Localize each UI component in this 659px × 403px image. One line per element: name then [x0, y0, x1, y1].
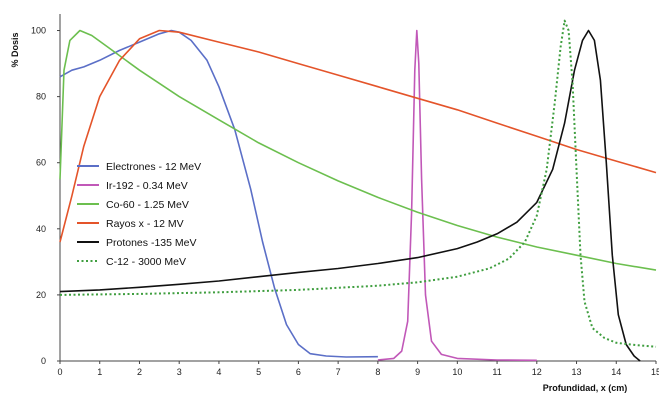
legend-item-label: Protones -135 MeV [106, 237, 196, 249]
y-tick-label: 80 [36, 92, 46, 102]
legend-item-label: Electrones - 12 MeV [106, 161, 201, 173]
legend-item-label: Ir-192 - 0.34 MeV [106, 180, 188, 192]
series-line-1 [377, 29, 537, 362]
y-tick-label: 60 [36, 158, 46, 168]
y-axis-label: % Dosis [10, 32, 20, 67]
x-tick-label: 13 [572, 367, 582, 377]
x-tick-label: 4 [216, 367, 221, 377]
x-tick-label: 9 [415, 367, 420, 377]
x-tick-label: 15 [651, 367, 659, 377]
legend-item-label: Rayos x - 12 MV [106, 218, 184, 230]
y-tick-label: 40 [36, 224, 46, 234]
x-tick-label: 14 [611, 367, 621, 377]
series-line-2 [59, 29, 657, 271]
plot-area [59, 19, 657, 362]
y-tick-label: 20 [36, 290, 46, 300]
x-tick-label: 3 [177, 367, 182, 377]
legend-item-label: C-12 - 3000 MeV [106, 256, 186, 268]
x-axis-label: Profundidad, x (cm) [543, 383, 628, 393]
series-line-0 [59, 29, 378, 358]
x-tick-label: 2 [137, 367, 142, 377]
y-tick-label: 0 [41, 356, 46, 366]
x-tick-label: 1 [97, 367, 102, 377]
x-tick-label: 0 [57, 367, 62, 377]
legend: Electrones - 12 MeV Ir-192 - 0.34 MeV Co-6… [77, 161, 201, 268]
x-tick-label: 11 [492, 367, 501, 377]
x-tick-label: 7 [336, 367, 341, 377]
x-tick-label: 12 [532, 367, 542, 377]
y-tick-label: 100 [31, 26, 46, 36]
legend-item-label: Co-60 - 1.25 MeV [106, 199, 189, 211]
x-tick-label: 6 [296, 367, 301, 377]
x-tick-label: 8 [375, 367, 380, 377]
series-line-4 [59, 29, 641, 362]
axes [57, 14, 657, 364]
x-tick-label: 10 [452, 367, 462, 377]
x-tick-label: 5 [256, 367, 261, 377]
series-line-3 [59, 29, 657, 243]
